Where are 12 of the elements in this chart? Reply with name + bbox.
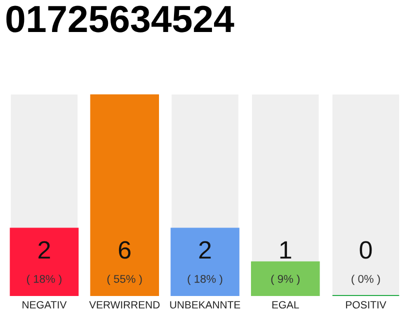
data-label: 2 ( 18% ) [27, 241, 62, 286]
bar [250, 261, 320, 296]
data-label: 2 ( 18% ) [188, 241, 222, 286]
data-label: 6 ( 55% ) [107, 241, 142, 286]
data-label: 0 ( 0% ) [352, 241, 380, 286]
x-tick-label: EGAL [272, 301, 299, 309]
x-tick-label: NEGATIV [22, 301, 67, 309]
x-tick-label: POSITIV [346, 301, 386, 309]
data-label: 1 ( 9% ) [271, 241, 300, 286]
x-tick-label: VERWIRREND [89, 301, 160, 308]
x-tick-label: UNBEKANNTE [170, 301, 240, 309]
chart-title: 01725634524 [6, 6, 234, 32]
